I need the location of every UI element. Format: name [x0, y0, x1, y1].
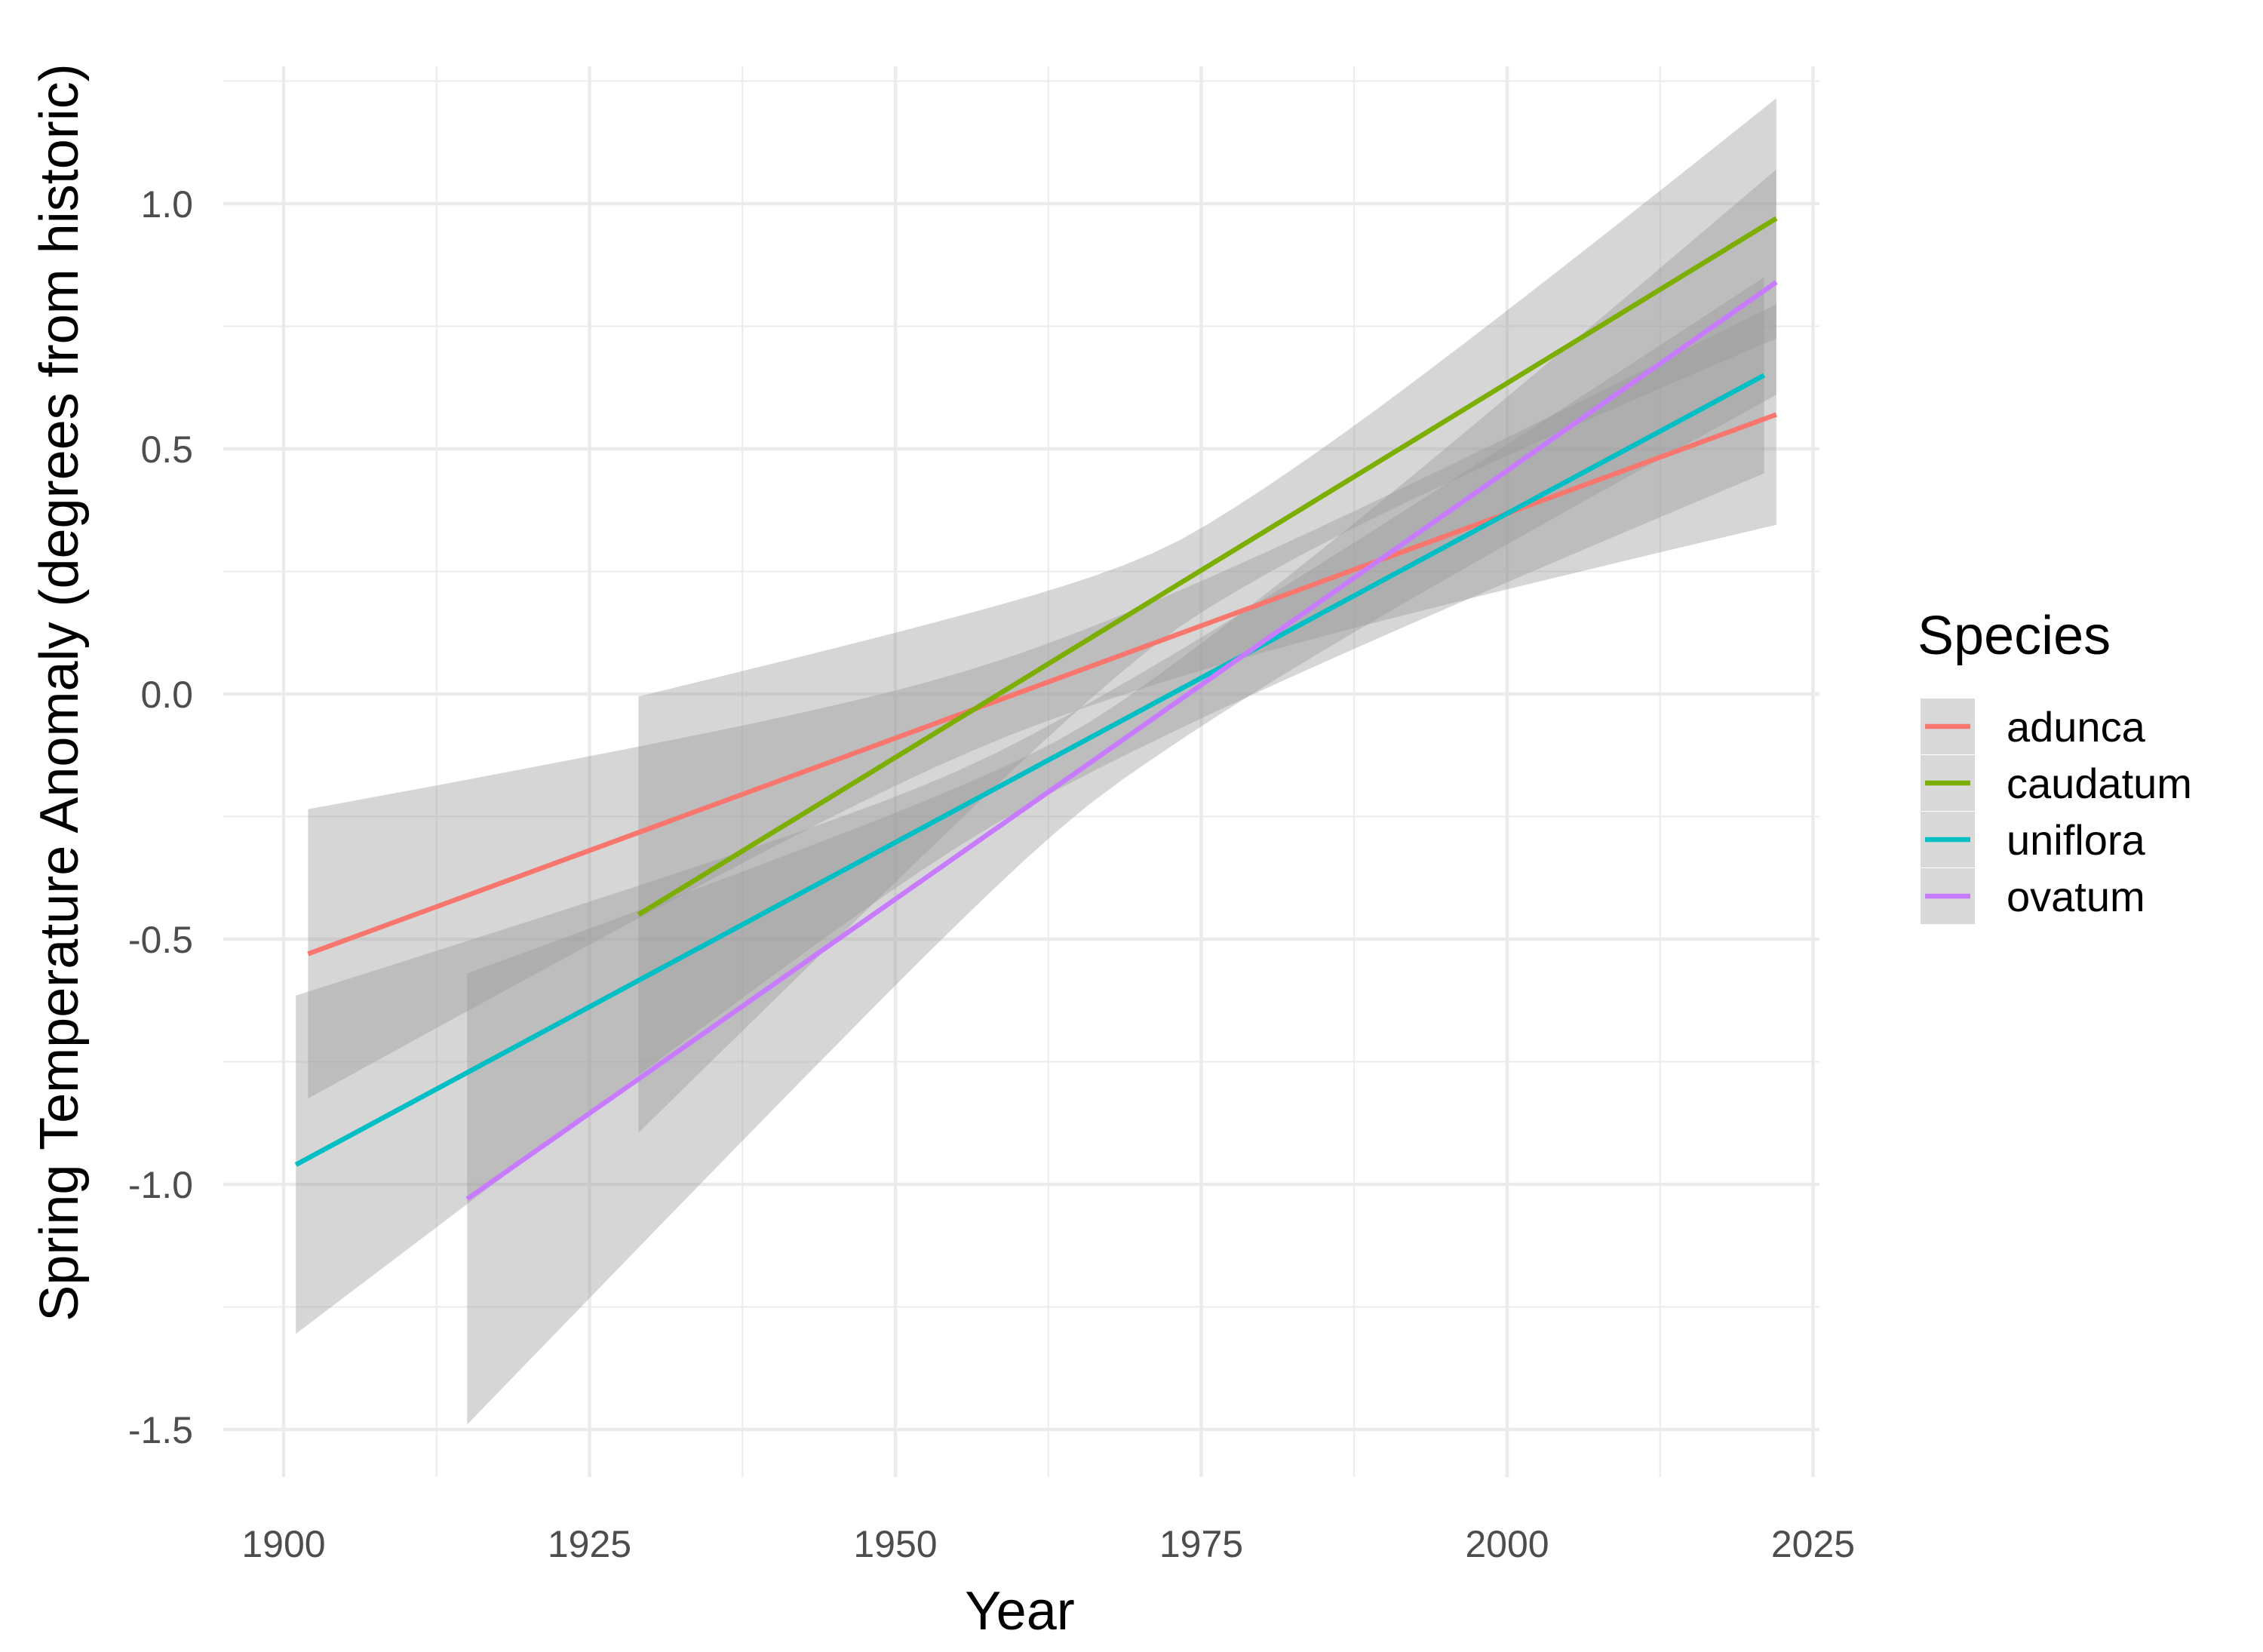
y-tick-label: -1.0 — [128, 1164, 193, 1206]
y-axis-ticks: -1.5 -1.0 -0.5 0.0 0.5 1.0 — [128, 183, 193, 1451]
y-tick-label: -1.5 — [128, 1409, 193, 1451]
x-tick-label: 1950 — [853, 1523, 937, 1565]
grid — [223, 66, 1819, 1477]
x-tick-label: 1975 — [1159, 1523, 1243, 1565]
x-tick-label: 2025 — [1771, 1523, 1855, 1565]
x-axis-ticks: 1900 1925 1950 1975 2000 2025 — [241, 1523, 1855, 1565]
x-tick-label: 2000 — [1465, 1523, 1549, 1565]
line-caudatum — [637, 216, 1778, 917]
legend-title: Species — [1918, 606, 2111, 666]
x-axis-title: Year — [965, 1581, 1074, 1641]
legend-label-caudatum: caudatum — [2007, 760, 2192, 807]
ribbon-adunca — [308, 304, 1776, 1099]
ribbon-uniflora — [296, 277, 1764, 1334]
trend-lines — [294, 216, 1778, 1202]
ribbon-ovatum — [467, 169, 1776, 1425]
line-uniflora — [294, 373, 1766, 1167]
x-tick-label: 1925 — [548, 1523, 631, 1565]
y-tick-label: 0.0 — [140, 674, 193, 716]
line-adunca — [307, 412, 1777, 957]
y-tick-label: 0.5 — [140, 428, 193, 471]
y-axis-title: Spring Temperature Anomaly (degrees from… — [29, 63, 90, 1321]
legend-label-adunca: adunca — [2007, 703, 2146, 751]
legend: Species adunca caudatum uniflora ovatum — [1918, 606, 2192, 924]
x-tick-label: 1900 — [241, 1523, 325, 1565]
line-ovatum — [465, 280, 1778, 1202]
confidence-ribbons — [296, 98, 1776, 1425]
y-tick-label: -0.5 — [128, 919, 193, 961]
y-tick-label: 1.0 — [140, 183, 193, 226]
ribbon-caudatum — [638, 98, 1776, 1133]
legend-label-ovatum: ovatum — [2007, 873, 2145, 920]
legend-label-uniflora: uniflora — [2007, 816, 2146, 864]
